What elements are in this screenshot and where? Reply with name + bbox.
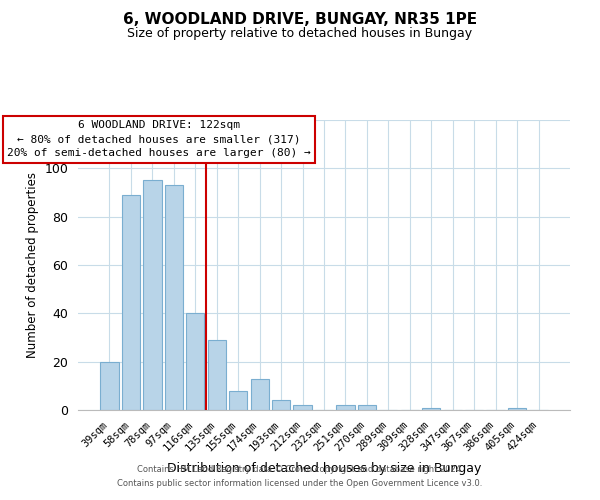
- Bar: [358, 405, 376, 410]
- Bar: [293, 405, 311, 410]
- Text: 6 WOODLAND DRIVE: 122sqm
← 80% of detached houses are smaller (317)
20% of semi-: 6 WOODLAND DRIVE: 122sqm ← 80% of detach…: [7, 120, 311, 158]
- Bar: [508, 408, 526, 410]
- Bar: [208, 340, 226, 410]
- Bar: [100, 362, 119, 410]
- Text: Size of property relative to detached houses in Bungay: Size of property relative to detached ho…: [127, 28, 473, 40]
- Bar: [122, 195, 140, 410]
- Text: 6, WOODLAND DRIVE, BUNGAY, NR35 1PE: 6, WOODLAND DRIVE, BUNGAY, NR35 1PE: [123, 12, 477, 28]
- Bar: [251, 378, 269, 410]
- Bar: [165, 185, 183, 410]
- Bar: [143, 180, 161, 410]
- Bar: [272, 400, 290, 410]
- Bar: [337, 405, 355, 410]
- Bar: [229, 390, 247, 410]
- Text: Contains HM Land Registry data © Crown copyright and database right 2024.
Contai: Contains HM Land Registry data © Crown c…: [118, 466, 482, 487]
- X-axis label: Distribution of detached houses by size in Bungay: Distribution of detached houses by size …: [167, 462, 481, 474]
- Bar: [186, 314, 205, 410]
- Bar: [422, 408, 440, 410]
- Y-axis label: Number of detached properties: Number of detached properties: [26, 172, 39, 358]
